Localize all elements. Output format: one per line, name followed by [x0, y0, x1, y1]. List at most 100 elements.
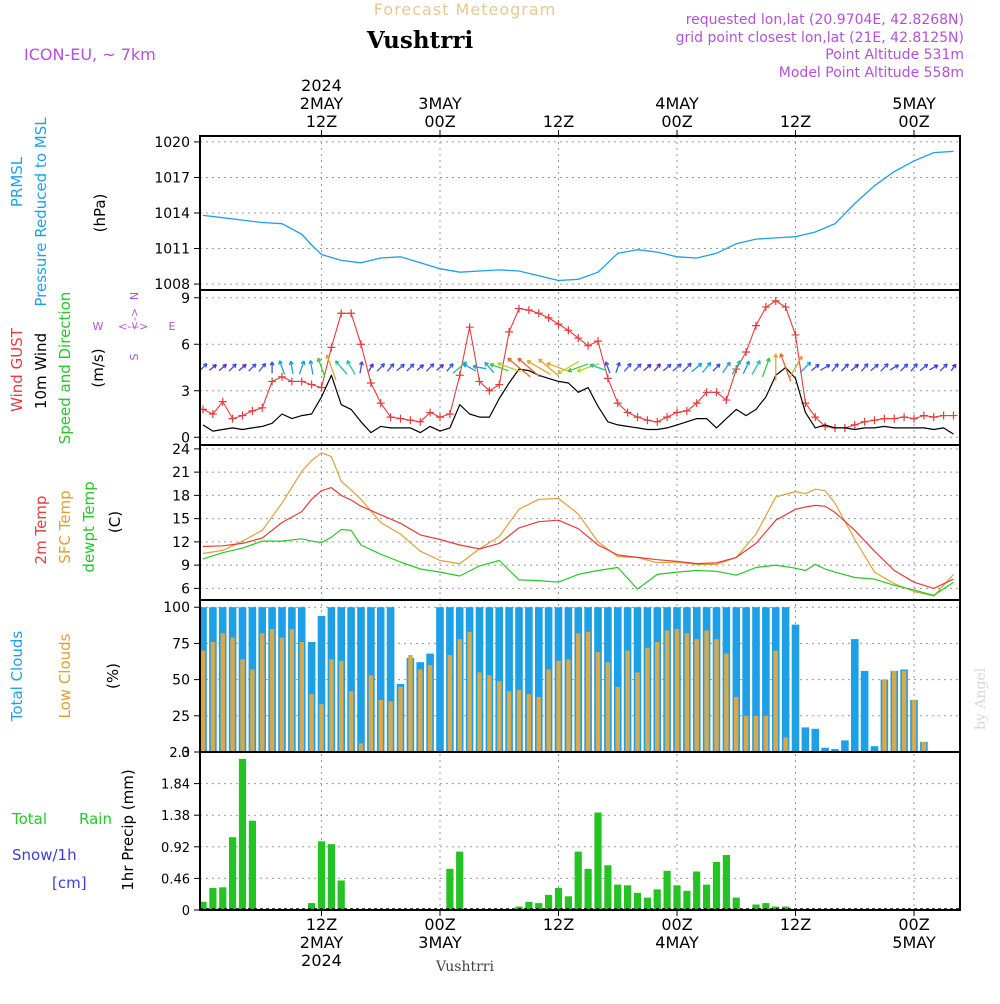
wind-direction-arrow: [462, 363, 477, 372]
wind-direction-arrow: [238, 363, 247, 372]
gust-marker: [455, 371, 464, 380]
wind-direction-arrow: [820, 364, 831, 371]
low-cloud-bar: [516, 689, 522, 752]
wind-direction-arrow: [436, 363, 445, 371]
watermark: by Angel: [973, 667, 989, 730]
low-cloud-bar: [348, 691, 354, 752]
precip-bar: [782, 906, 790, 910]
low-cloud-bar: [240, 659, 245, 752]
gust-marker: [949, 411, 958, 420]
gust-marker: [376, 399, 385, 408]
wind-direction-arrow: [840, 363, 850, 372]
compass-north: N: [128, 292, 141, 300]
wind-direction-arrow: [517, 357, 541, 378]
wind-direction-arrow: [672, 363, 682, 372]
wind-direction-arrow: [773, 353, 779, 381]
low-cloud-bar: [556, 660, 561, 752]
precip-bar: [712, 861, 721, 910]
wind-direction-arrow: [939, 363, 948, 372]
top-time-label: 3MAY: [418, 94, 462, 113]
y-tick-label: 1.38: [161, 809, 190, 824]
wind-direction-arrow: [788, 355, 803, 380]
precip-bar: [554, 888, 563, 910]
wind-direction-arrow: [870, 363, 879, 372]
gust-marker: [574, 334, 583, 343]
gust-marker: [426, 408, 435, 417]
total-cloud-bar: [515, 607, 523, 752]
gust-marker: [564, 326, 573, 335]
wind-direction-arrow: [712, 363, 721, 372]
y-tick-label: 0.92: [161, 841, 190, 856]
gust-marker: [337, 309, 346, 318]
bottom-time-label: 2MAY: [300, 933, 344, 952]
total-cloud-bar: [762, 607, 770, 752]
gust-marker: [633, 413, 642, 422]
top-time-label: 2024: [301, 76, 342, 95]
wind-unit-label: (m/s): [89, 348, 107, 387]
compass-ns-arrows: <->: [128, 308, 141, 330]
y-tick-label: 24: [172, 442, 190, 458]
total-cloud-bar: [505, 607, 513, 752]
y-tick-label: 0: [181, 430, 190, 446]
bottom-time-label: 2024: [301, 951, 342, 970]
precip-bar: [456, 851, 464, 910]
gust-marker: [623, 408, 632, 417]
wind-direction-arrow: [682, 362, 692, 373]
low-cloud-bar: [585, 631, 591, 752]
wind-direction-arrow: [416, 364, 425, 371]
bottom-time-label: 00Z: [661, 915, 692, 934]
precip-bar: [327, 844, 335, 910]
wind-direction-arrow: [308, 359, 314, 375]
gust-marker: [663, 413, 672, 422]
footer-location: Vushtrri: [435, 959, 494, 975]
gust-marker: [534, 309, 543, 318]
wind-direction-arrow: [425, 363, 435, 372]
precip-bar: [525, 901, 533, 910]
low-cloud-bar: [497, 681, 502, 752]
precip-bar: [199, 901, 207, 910]
precip-bar: [683, 890, 691, 910]
gust-line: [202, 300, 954, 429]
precip-bar: [624, 885, 632, 910]
gust-marker: [791, 330, 800, 339]
gust-marker: [307, 380, 316, 389]
label-layer: 1008101110141017102003696912151821240255…: [8, 76, 936, 970]
low-cloud-bar: [526, 694, 532, 752]
gust-marker: [287, 377, 296, 386]
wind-direction-arrow: [557, 360, 580, 375]
wind-direction-arrow: [507, 357, 531, 378]
wind-direction-arrow: [643, 363, 652, 372]
y-tick-label: 1011: [154, 242, 190, 258]
precip-bar: [643, 897, 651, 910]
bottom-time-label: 5MAY: [892, 933, 936, 952]
wind-direction-arrow: [269, 361, 275, 374]
low-cloud-bar: [477, 672, 482, 752]
y-tick-label: 0: [181, 745, 190, 761]
gust-marker: [416, 417, 425, 426]
low-cloud-bar: [674, 629, 680, 752]
low-cloud-bar: [447, 655, 453, 752]
y-tick-label: 12: [172, 535, 190, 551]
y-tick-label: 6: [181, 581, 190, 597]
top-time-label: 00Z: [661, 112, 692, 131]
precip-bar: [673, 885, 681, 910]
low-cloud-bar: [763, 715, 769, 752]
low-cloud-bar: [398, 686, 403, 752]
wind-direction-arrow: [653, 363, 661, 372]
y-tick-label: 15: [172, 512, 190, 528]
y-tick-label: 6: [181, 337, 190, 353]
gust-marker: [860, 417, 869, 426]
precip-bar: [535, 903, 543, 910]
wind-direction-arrow: [218, 363, 228, 372]
dewpoint-label: dewpt Temp: [80, 481, 98, 572]
precip-bar: [229, 837, 237, 910]
total-cloud-bar: [781, 607, 790, 752]
low-cloud-bar: [645, 647, 650, 752]
gust-marker: [821, 422, 830, 431]
top-time-label: 00Z: [424, 112, 455, 131]
low-cloud-bar: [724, 653, 729, 752]
wind-direction-arrow: [358, 361, 364, 374]
wind-direction-arrow: [919, 363, 929, 372]
total-cloud-bar: [376, 607, 385, 752]
low-cloud-bar: [368, 675, 374, 752]
